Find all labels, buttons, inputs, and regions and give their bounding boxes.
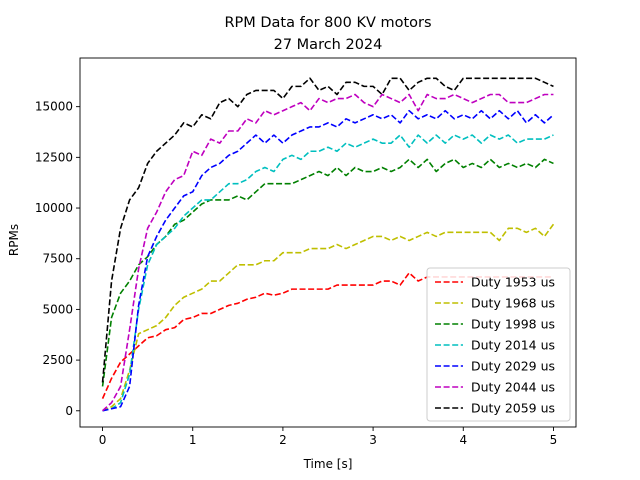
legend: Duty 1953 us Duty 1968 us Duty 1998 us Duty… <box>426 267 571 422</box>
series-line-1 <box>102 223 555 412</box>
y-tick-label: 12500 <box>35 150 73 164</box>
y-tick-label: 10000 <box>35 201 73 215</box>
legend-label-2: Duty 1998 us <box>471 317 555 332</box>
legend-label-4: Duty 2029 us <box>471 359 555 374</box>
legend-label-6: Duty 2059 us <box>471 401 555 416</box>
x-tick-label: 0 <box>99 433 107 447</box>
y-tick-label: 2500 <box>42 353 73 367</box>
y-tick-label: 15000 <box>35 100 73 114</box>
chart-subtitle: 27 March 2024 <box>274 37 383 53</box>
legend-label-3: Duty 2014 us <box>471 338 555 353</box>
series-line-2 <box>101 158 554 387</box>
x-tick-label: 1 <box>189 433 197 447</box>
series-line-3 <box>102 134 554 412</box>
y-tick-label: 0 <box>65 404 73 418</box>
legend-label-0: Duty 1953 us <box>471 275 555 290</box>
y-tick-label: 5000 <box>42 302 73 316</box>
x-tick-label: 3 <box>369 433 377 447</box>
plot-area: 0 1 2 3 4 5 0 2500 5000 7500 10000 12500 15000 <box>35 57 577 447</box>
series-lines <box>101 77 555 412</box>
x-tick-label: 5 <box>550 433 558 447</box>
legend-label-5: Duty 2044 us <box>471 380 555 395</box>
x-tick-label: 2 <box>279 433 287 447</box>
axes-frame <box>79 57 577 428</box>
x-axis-title: Time [s] <box>303 457 353 471</box>
x-tick-label: 4 <box>459 433 467 447</box>
series-line-6 <box>101 77 554 383</box>
y-axis-title: RPMs <box>7 224 21 256</box>
series-line-5 <box>102 93 554 412</box>
y-tick-label: 7500 <box>42 252 73 266</box>
chart-title: RPM Data for 800 KV motors <box>224 15 431 31</box>
legend-box <box>426 267 571 422</box>
legend-label-1: Duty 1968 us <box>471 296 555 311</box>
series-line-4 <box>102 109 554 412</box>
